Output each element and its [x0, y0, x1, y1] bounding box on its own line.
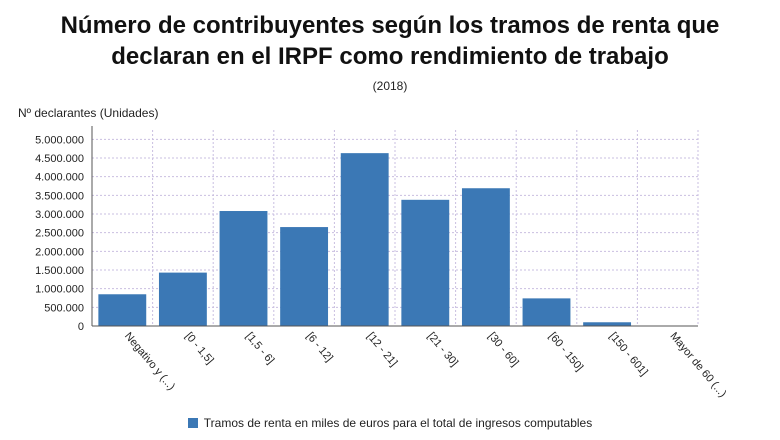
- y-tick-label: 3.000.000: [35, 209, 84, 221]
- x-tick-label: Mayor de 60 (...): [667, 330, 728, 400]
- chart-title: Número de contribuyentes según los tramo…: [0, 10, 780, 72]
- x-tick-label: [21 - 30]: [425, 330, 460, 369]
- bar: [280, 227, 329, 326]
- x-tick-label: [12 - 21]: [364, 330, 399, 369]
- y-tick-label: 500.000: [44, 302, 84, 314]
- y-tick-label: 0: [78, 321, 84, 333]
- y-tick-label: 4.000.000: [35, 172, 84, 184]
- bar: [340, 153, 389, 326]
- bar: [219, 211, 268, 326]
- bar: [461, 188, 510, 326]
- y-tick-label: 5.000.000: [35, 134, 84, 146]
- y-tick-label: 3.500.000: [35, 190, 84, 202]
- y-tick-label: 1.000.000: [35, 284, 84, 296]
- bar: [522, 298, 571, 326]
- x-tick-label: [150 - 601]: [607, 330, 650, 378]
- chart-title-line-2: declaran en el IRPF como rendimiento de …: [111, 43, 669, 70]
- y-tick-label: 1.500.000: [35, 265, 84, 277]
- y-tick-label: 2.500.000: [35, 228, 84, 240]
- x-tick-label: [0 - 1,5]: [183, 330, 216, 366]
- bar: [98, 294, 147, 326]
- x-tick-label: [6 - 12]: [304, 330, 335, 364]
- y-tick-label: 4.500.000: [35, 153, 84, 165]
- chart-title-line-1: Número de contribuyentes según los tramo…: [60, 12, 720, 39]
- bar: [583, 322, 632, 326]
- legend-label: Tramos de renta en miles de euros para e…: [203, 416, 593, 430]
- legend-swatch: [187, 418, 198, 428]
- legend: Tramos de renta en miles de euros para e…: [0, 416, 780, 430]
- bar: [158, 272, 207, 326]
- x-tick-label: Negativo y (...): [122, 330, 177, 393]
- x-tick-label: [1,5 - 6]: [243, 330, 276, 366]
- chart-subtitle: (2018): [372, 79, 408, 93]
- y-tick-label: 2.000.000: [35, 246, 84, 258]
- bar: [401, 199, 450, 326]
- x-tick-label: [60 - 150]: [546, 330, 585, 373]
- x-tick-label: [30 - 60]: [486, 330, 521, 369]
- y-axis-label: Nº declarantes (Unidades): [18, 106, 159, 120]
